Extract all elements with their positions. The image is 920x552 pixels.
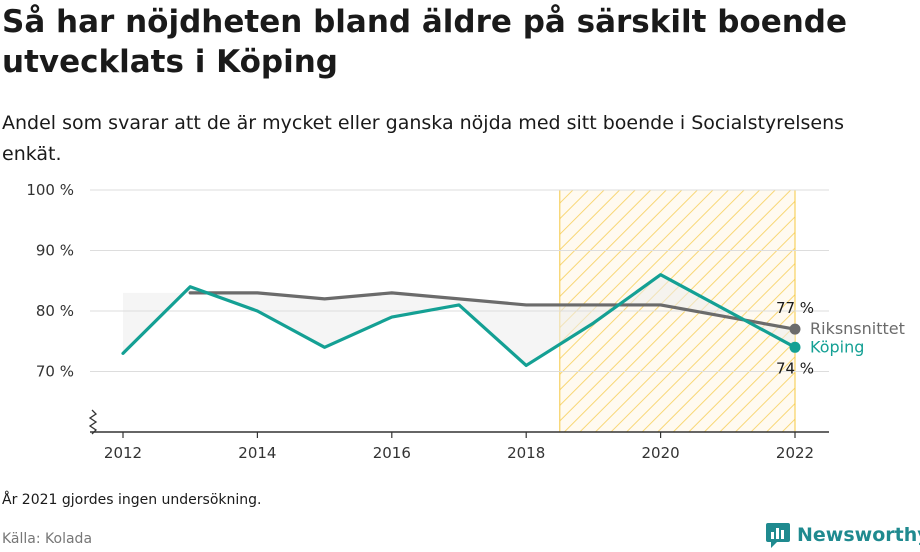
footnote: År 2021 gjordes ingen undersökning. xyxy=(2,492,262,508)
series-line-national xyxy=(188,291,797,331)
series-endpoint-koping xyxy=(789,341,801,353)
source-label: Källa: Kolada xyxy=(2,531,93,547)
series-label-national: Riksnsnittet xyxy=(810,319,905,338)
x-tick-label: 2020 xyxy=(642,444,680,462)
series-lines xyxy=(121,273,801,368)
axis-break-icon xyxy=(88,409,98,435)
brand-logo: Newsworthy xyxy=(765,520,920,550)
x-tick-label: 2018 xyxy=(507,444,545,462)
chart-title: Så har nöjdheten bland äldre på särskilt… xyxy=(2,4,848,80)
series-line-koping xyxy=(121,273,797,368)
y-tick-label: 100 % xyxy=(26,181,74,199)
chart-subtitle: Andel som svarar att de är mycket eller … xyxy=(2,112,845,165)
x-tick-label: 2014 xyxy=(238,444,276,462)
series-endpoint-national xyxy=(789,323,801,335)
labels: 77 % Riksnsnittet 74 % Köping xyxy=(776,299,905,377)
brand-name: Newsworthy xyxy=(797,524,920,546)
y-tick-label: 90 % xyxy=(36,242,74,260)
x-tick-label: 2012 xyxy=(104,444,142,462)
y-tick-label: 80 % xyxy=(36,302,74,320)
x-tick-label: 2022 xyxy=(776,444,814,462)
grid-lines xyxy=(90,189,829,372)
x-tick-label: 2016 xyxy=(373,444,411,462)
axes: 70 % 80 % 90 % 100 % 2012 2014 2016 2018 2020 202… xyxy=(26,181,829,462)
y-tick-label: 70 % xyxy=(36,363,74,381)
newsworthy-logo-icon xyxy=(766,523,790,548)
series-label-koping: Köping xyxy=(810,337,864,356)
data-label-koping: 74 % xyxy=(776,359,814,377)
data-label-national: 77 % xyxy=(776,299,814,317)
